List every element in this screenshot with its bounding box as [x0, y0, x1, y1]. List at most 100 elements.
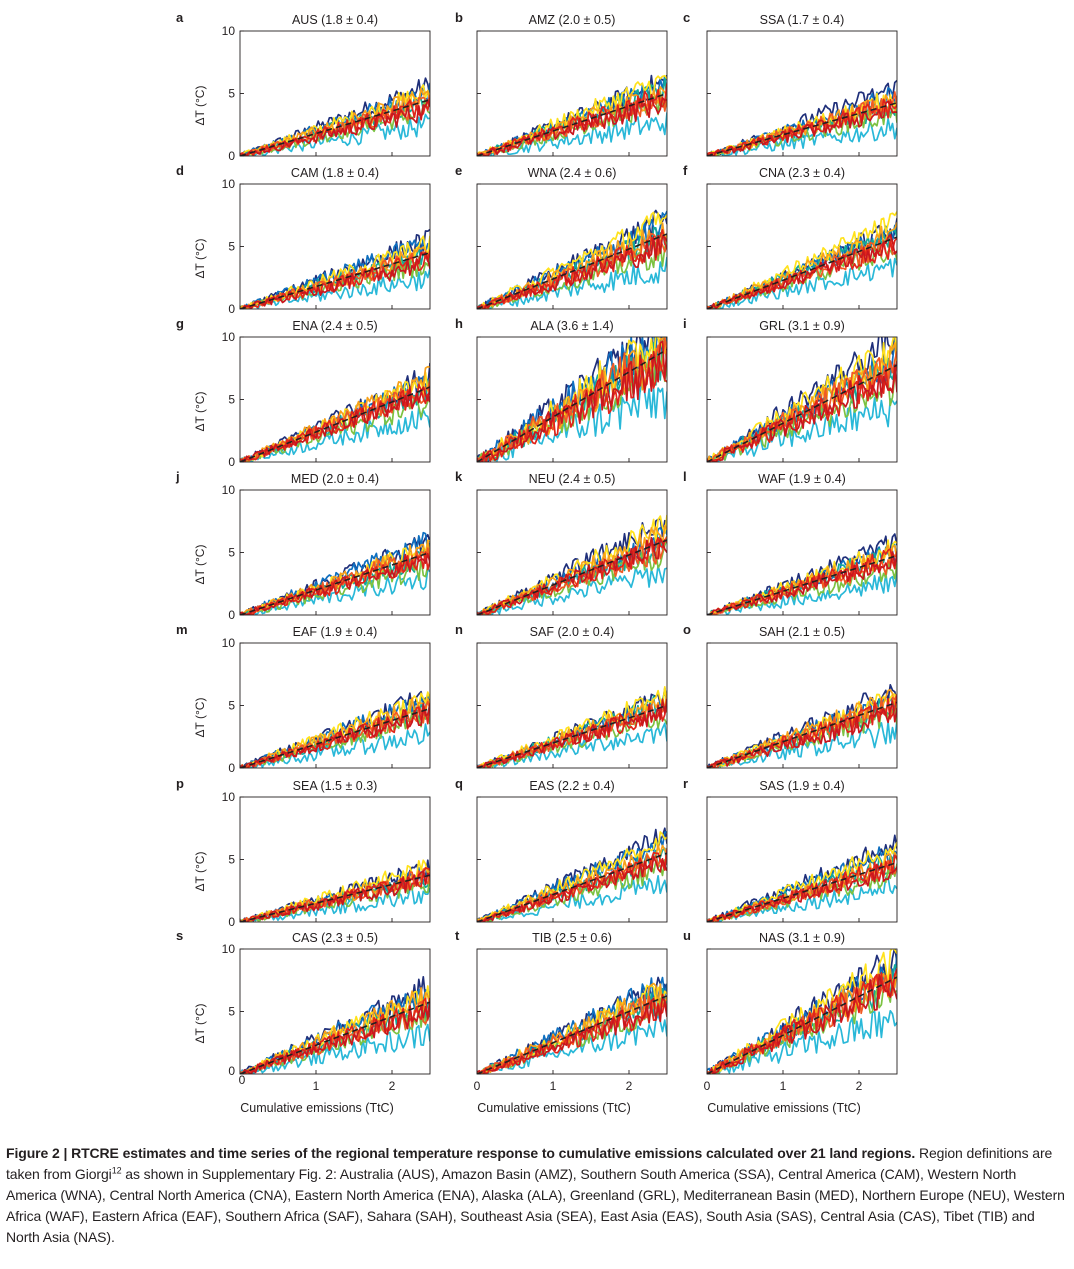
- panel-title: ALA (3.6 ± 1.4): [530, 319, 613, 333]
- rtcre-fit-line: [477, 852, 667, 922]
- x-axis-label: Cumulative emissions (TtC): [240, 1101, 394, 1115]
- rtcre-fit-line: [240, 551, 430, 615]
- series-line-4: [240, 406, 430, 462]
- rtcre-fit-line: [707, 701, 897, 768]
- series-line-10: [240, 251, 430, 309]
- panel-f: f CNA (2.3 ± 0.4): [683, 163, 898, 310]
- panel-s: s CAS (2.3 ± 0.5) 0 5 10 ΔT (°C) 0 1 2 Cumulative…: [176, 928, 431, 1115]
- series-line-4: [707, 571, 897, 615]
- series-line-6: [477, 831, 667, 922]
- panel-e: e WNA (2.4 ± 0.6): [455, 163, 668, 310]
- series-line-7: [707, 222, 897, 309]
- y-tick-label: 10: [222, 177, 236, 191]
- series-line-9: [479, 849, 667, 922]
- panel-title: MED (2.0 ± 0.4): [291, 472, 379, 486]
- series-lines: [240, 690, 430, 768]
- series-line-9: [477, 701, 667, 768]
- y-tick-label: 5: [228, 1005, 235, 1019]
- caption-reference: 12: [111, 1165, 122, 1176]
- series-line-10: [240, 702, 430, 768]
- series-line-10: [477, 855, 667, 922]
- figure-caption: Figure 2 | RTCRE estimates and time seri…: [6, 1143, 1068, 1248]
- series-lines: [477, 74, 667, 156]
- y-tick-label: 10: [222, 483, 236, 497]
- panel-letter: g: [176, 316, 184, 331]
- panel-letter: c: [683, 10, 690, 25]
- rtcre-fit-line: [477, 995, 667, 1074]
- series-line-1: [477, 337, 665, 462]
- rtcre-fit-line: [477, 92, 667, 156]
- rtcre-fit-line: [707, 102, 897, 156]
- panel-n: n SAF (2.0 ± 0.4): [455, 622, 668, 769]
- y-axis-label: ΔT (°C): [193, 852, 207, 892]
- y-tick-label: 10: [222, 24, 236, 38]
- panel-g: g ENA (2.4 ± 0.5) 0 5 10 ΔT (°C): [176, 316, 431, 469]
- rtcre-fit-line: [240, 707, 430, 768]
- series-lines: [477, 976, 667, 1074]
- series-lines: [477, 686, 667, 768]
- panel-p: p SEA (1.5 ± 0.3) 0 5 10 ΔT (°C): [176, 776, 431, 929]
- panel-title: NEU (2.4 ± 0.5): [529, 472, 616, 486]
- panel-m: m EAF (1.9 ± 0.4) 0 5 10 ΔT (°C): [176, 622, 431, 775]
- panel-title: GRL (3.1 ± 0.9): [759, 319, 845, 333]
- y-tick-label: 5: [228, 699, 235, 713]
- rtcre-fit-line: [240, 251, 430, 309]
- panel-letter: l: [683, 469, 687, 484]
- y-tick-label: 5: [228, 240, 235, 254]
- series-line-10: [241, 998, 430, 1074]
- rtcre-fit-line: [240, 1001, 430, 1074]
- x-tick-label: 2: [626, 1079, 633, 1093]
- y-axis-label: ΔT (°C): [193, 1004, 207, 1044]
- series-line-10: [240, 552, 430, 615]
- series-line-6: [477, 514, 667, 615]
- series-line-10: [477, 340, 667, 462]
- series-line-10: [477, 698, 667, 768]
- panel-t: t TIB (2.5 ± 0.6) 0 1 2 Cumulative emissions …: [455, 928, 668, 1115]
- series-line-7: [707, 342, 897, 462]
- panel-letter: p: [176, 776, 184, 791]
- y-tick-label: 5: [228, 546, 235, 560]
- y-tick-label: 0: [228, 608, 235, 622]
- panel-u: u NAS (3.1 ± 0.9) 0 1 2 Cumulative emissions …: [683, 928, 898, 1115]
- series-line-9: [477, 83, 667, 156]
- series-line-10: [240, 870, 430, 922]
- series-lines: [707, 834, 897, 922]
- rtcre-fit-line: [240, 874, 430, 922]
- panel-title: CAM (1.8 ± 0.4): [291, 166, 379, 180]
- panel-title: SEA (1.5 ± 0.3): [293, 779, 378, 793]
- panel-title: SAH (2.1 ± 0.5): [759, 625, 845, 639]
- series-line-10: [240, 385, 430, 462]
- series-line-8: [477, 337, 667, 462]
- panel-c: c SSA (1.7 ± 0.4): [683, 10, 898, 157]
- series-line-7: [240, 87, 430, 156]
- panel-letter: e: [455, 163, 462, 178]
- series-line-9: [240, 997, 430, 1074]
- panel-k: k NEU (2.4 ± 0.5): [455, 469, 668, 616]
- x-tick-label: 0: [239, 1073, 246, 1087]
- series-line-10: [708, 233, 897, 309]
- caption-label: Figure 2 |: [6, 1145, 72, 1161]
- panel-letter: h: [455, 316, 463, 331]
- series-line-10: [707, 973, 897, 1074]
- y-tick-label: 10: [222, 636, 236, 650]
- rtcre-fit-line: [707, 861, 897, 922]
- panel-h: h ALA (3.6 ± 1.4): [455, 316, 668, 463]
- y-tick-label: 10: [222, 330, 236, 344]
- series-lines: [240, 531, 430, 615]
- y-tick-label: 10: [222, 790, 236, 804]
- series-line-10: [707, 100, 897, 156]
- panel-title: AUS (1.8 ± 0.4): [292, 13, 378, 27]
- rtcre-fit-line: [477, 539, 667, 615]
- y-tick-label: 5: [228, 853, 235, 867]
- series-line-4: [707, 1009, 897, 1074]
- y-axis-label: ΔT (°C): [193, 545, 207, 585]
- rtcre-fit-line: [477, 233, 667, 309]
- panel-letter: j: [175, 469, 180, 484]
- rtcre-fit-line: [240, 386, 430, 462]
- caption-text-2: as shown in Supplementary Fig. 2: Austra…: [6, 1166, 1065, 1245]
- panel-d: d CAM (1.8 ± 0.4) 0 5 10 ΔT (°C): [176, 163, 431, 316]
- panel-letter: m: [176, 622, 188, 637]
- x-tick-label: 0: [474, 1079, 481, 1093]
- series-line-4: [477, 1014, 667, 1074]
- rtcre-fit-line: [707, 364, 897, 462]
